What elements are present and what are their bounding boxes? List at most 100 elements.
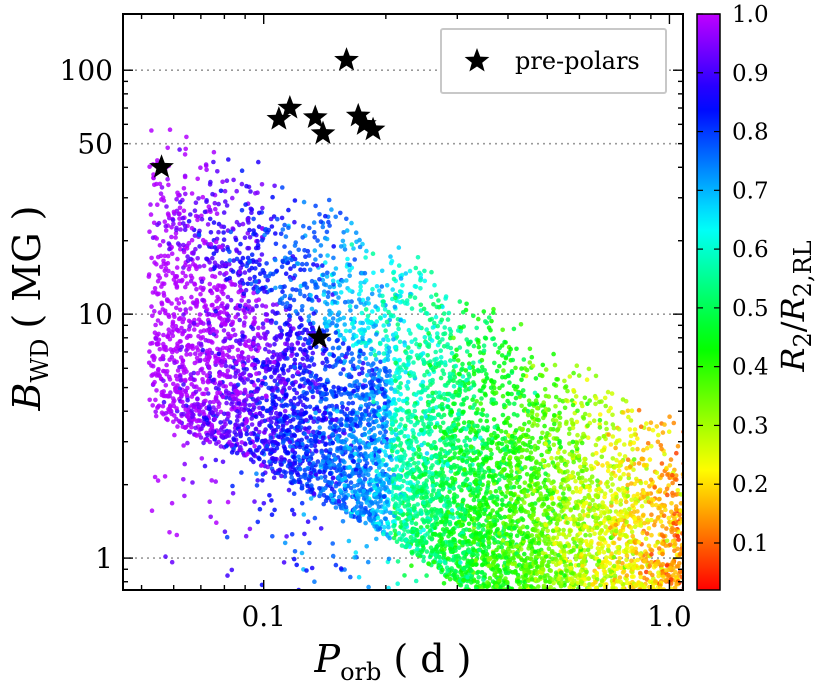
- scatter-point: [204, 348, 210, 354]
- scatter-point: [671, 420, 677, 426]
- scatter-point: [379, 509, 384, 515]
- scatter-point: [639, 503, 645, 509]
- scatter-point: [338, 290, 344, 295]
- scatter-point: [553, 404, 558, 409]
- scatter-point: [330, 541, 336, 546]
- scatter-point: [609, 391, 615, 396]
- scatter-point: [562, 378, 567, 384]
- scatter-point: [467, 463, 473, 468]
- scatter-point: [189, 225, 195, 231]
- scatter-point: [152, 286, 158, 291]
- scatter-point: [315, 238, 320, 243]
- scatter-point: [246, 299, 251, 304]
- scatter-point: [436, 298, 441, 303]
- scatter-point: [365, 559, 371, 565]
- scatter-point: [582, 495, 588, 501]
- scatter-point: [539, 452, 544, 458]
- scatter-point: [482, 391, 488, 397]
- scatter-point: [193, 200, 199, 205]
- scatter-point: [412, 403, 417, 408]
- scatter-point: [421, 554, 426, 560]
- scatter-point: [599, 578, 605, 583]
- scatter-point: [161, 378, 166, 384]
- scatter-point: [395, 559, 401, 564]
- scatter-point: [472, 505, 478, 510]
- scatter-point: [363, 307, 369, 312]
- scatter-point: [224, 270, 229, 276]
- scatter-point: [501, 582, 506, 587]
- scatter-point: [551, 501, 556, 507]
- scatter-point: [540, 527, 546, 532]
- scatter-point: [529, 354, 535, 360]
- scatter-point: [630, 533, 635, 539]
- scatter-point: [171, 221, 176, 227]
- scatter-point: [344, 278, 349, 283]
- scatter-point: [457, 345, 463, 350]
- scatter-point: [372, 352, 378, 358]
- scatter-point: [395, 322, 401, 327]
- scatter-point: [396, 263, 402, 268]
- scatter-point: [269, 512, 275, 517]
- scatter-point: [462, 384, 468, 389]
- scatter-point: [527, 402, 532, 407]
- scatter-point: [192, 360, 198, 366]
- scatter-point: [212, 200, 218, 206]
- scatter-point: [299, 500, 305, 506]
- scatter-point: [459, 487, 464, 493]
- scatter-point: [512, 401, 517, 407]
- scatter-point: [164, 416, 169, 421]
- scatter-point: [629, 529, 635, 535]
- scatter-point: [457, 299, 463, 304]
- scatter-point: [238, 241, 243, 247]
- scatter-point: [277, 325, 283, 331]
- scatter-point: [376, 350, 382, 356]
- scatter-point: [659, 461, 665, 466]
- scatter-point: [664, 526, 669, 531]
- scatter-point: [257, 405, 262, 411]
- scatter-point: [654, 470, 660, 476]
- scatter-point: [500, 327, 506, 333]
- scatter-point: [488, 447, 493, 453]
- scatter-point: [384, 334, 389, 339]
- scatter-point: [503, 340, 508, 345]
- scatter-point: [660, 523, 665, 529]
- scatter-point: [156, 273, 161, 278]
- scatter-point: [327, 352, 333, 357]
- scatter-point: [363, 278, 369, 283]
- scatter-point: [593, 373, 599, 379]
- scatter-point: [352, 257, 358, 262]
- scatter-point: [299, 437, 305, 443]
- scatter-point: [234, 247, 239, 252]
- scatter-point: [195, 396, 200, 402]
- scatter-point: [479, 396, 484, 401]
- scatter-point: [403, 537, 409, 542]
- scatter-point: [347, 273, 353, 279]
- scatter-point: [643, 480, 649, 486]
- scatter-point: [282, 284, 287, 289]
- scatter-point: [214, 520, 219, 525]
- scatter-point: [614, 499, 619, 505]
- scatter-point: [269, 224, 275, 229]
- scatter-point: [231, 177, 236, 183]
- scatter-point: [468, 505, 474, 511]
- scatter-point: [350, 471, 356, 477]
- scatter-point: [330, 345, 336, 351]
- scatter-point: [223, 199, 228, 204]
- scatter-point: [369, 291, 375, 297]
- scatter-point: [540, 501, 546, 507]
- scatter-point: [471, 360, 476, 366]
- scatter-point: [570, 490, 576, 495]
- scatter-point: [256, 210, 262, 216]
- scatter-point: [553, 394, 559, 400]
- scatter-point: [261, 459, 267, 465]
- scatter-point: [387, 373, 393, 378]
- scatter-point: [266, 349, 272, 355]
- scatter-point: [677, 512, 682, 517]
- scatter-point: [229, 450, 235, 455]
- scatter-point: [448, 358, 453, 363]
- scatter-point: [286, 207, 291, 213]
- scatter-point: [345, 256, 350, 262]
- scatter-point: [192, 208, 198, 213]
- scatter-point: [551, 580, 556, 586]
